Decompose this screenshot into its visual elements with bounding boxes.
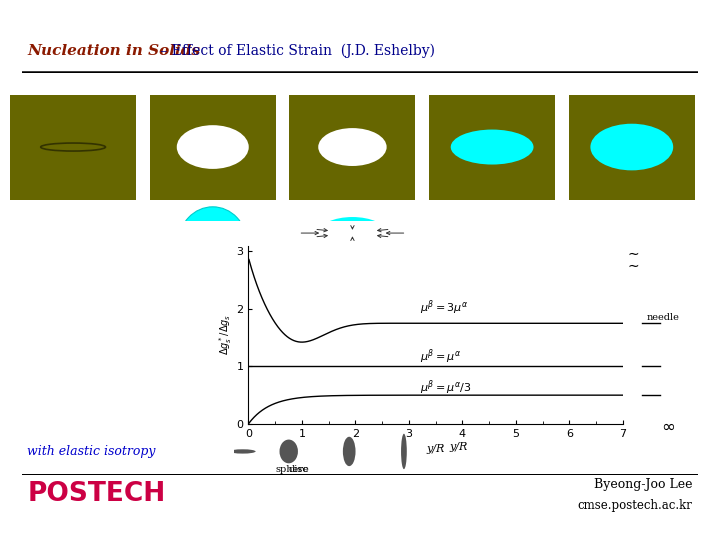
X-axis label: y/R: y/R [426,444,445,454]
Ellipse shape [177,125,249,169]
Bar [569,94,695,200]
Text: y/R: y/R [449,442,468,452]
Y-axis label: $\Delta g_s^*/\Delta g_s$: $\Delta g_s^*/\Delta g_s$ [217,314,233,355]
Ellipse shape [401,434,407,469]
Ellipse shape [279,440,298,463]
Ellipse shape [343,437,356,466]
Bar [10,94,136,200]
Bar [429,94,555,200]
Text: – Effect of Elastic Strain  (J.D. Eshelby): – Effect of Elastic Strain (J.D. Eshelby… [156,43,435,58]
Text: with elastic isotropy: with elastic isotropy [27,446,156,458]
Text: Byeong-Joo Lee: Byeong-Joo Lee [594,478,693,491]
Text: disc: disc [289,465,309,474]
Text: $\mathsf{\sim}$: $\mathsf{\sim}$ [626,258,640,272]
Text: $\mathsf{\sim}$: $\mathsf{\sim}$ [626,246,640,260]
Ellipse shape [318,217,387,249]
Bar [289,94,415,200]
Text: $\mu^\beta = \mu^\alpha/3$: $\mu^\beta = \mu^\alpha/3$ [420,378,471,396]
Text: sphere: sphere [276,465,309,474]
Ellipse shape [318,128,387,166]
Text: $\mu^\beta = \mu^\alpha$: $\mu^\beta = \mu^\alpha$ [420,347,461,366]
Ellipse shape [230,449,256,454]
Text: cmse.postech.ac.kr: cmse.postech.ac.kr [577,500,693,512]
Text: Nucleation in Solids: Nucleation in Solids [27,44,200,58]
Ellipse shape [451,130,534,165]
Text: needle: needle [647,313,680,322]
Text: $\mu^\beta = 3\mu^\alpha$: $\mu^\beta = 3\mu^\alpha$ [420,299,468,317]
Ellipse shape [179,207,247,280]
Text: $\infty$: $\infty$ [661,417,675,435]
Text: POSTECH: POSTECH [27,481,166,507]
Bar [150,94,276,200]
Ellipse shape [590,124,673,171]
